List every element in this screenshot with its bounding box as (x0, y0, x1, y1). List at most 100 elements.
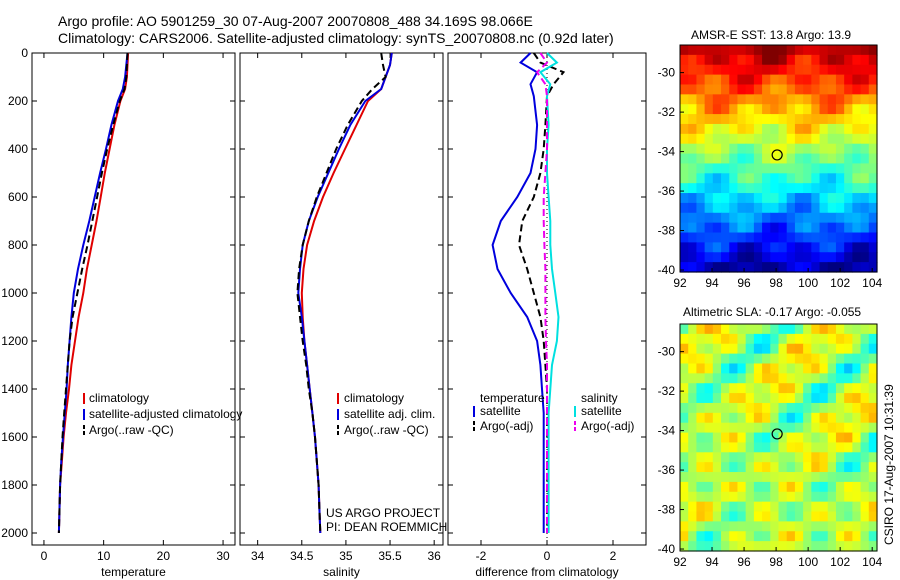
sst_map-cell (819, 262, 829, 273)
sla_map-frame (679, 323, 878, 552)
sla_map-cell (819, 432, 829, 444)
sst_map-cell (844, 64, 853, 76)
sla_map-cell (745, 541, 755, 552)
sla_map-cell (786, 511, 796, 522)
sla_map-cell (712, 531, 722, 542)
sst_map-cell (762, 123, 771, 135)
sst_map-cell (868, 104, 878, 115)
sst_map-cell (762, 64, 771, 76)
sst_map-cell (721, 193, 730, 204)
sla_map-cell (811, 462, 821, 473)
sla_map-cell (745, 491, 755, 503)
sst_map-xtick-label: 100 (798, 276, 818, 290)
sst_map-cell (762, 114, 771, 125)
sst_map-cell (753, 104, 763, 115)
sla_map-cell (737, 481, 747, 493)
sst_map-cell (688, 123, 698, 135)
sla_map-cell (827, 393, 837, 404)
sst_map-cell (835, 212, 845, 224)
sst_map-cell (827, 94, 837, 105)
difference-xlabel: difference from climatology (475, 565, 618, 579)
sst_map-cell (745, 133, 755, 145)
temperature-ytick-label: 1000 (1, 286, 28, 300)
sst_map-cell (712, 143, 722, 155)
sla_map-cell (803, 491, 812, 503)
sla_map-cell (786, 343, 796, 355)
sla_map-cell (786, 541, 796, 552)
sla_map-cell (794, 353, 804, 365)
sst_map-cell (868, 123, 878, 135)
sla_map-cell (778, 472, 788, 483)
sla_map-cell (729, 343, 739, 355)
sla_map-cell (819, 481, 829, 493)
sst_map-cell (745, 183, 755, 194)
sst_map-cell (786, 123, 796, 135)
sla_map-cell (729, 541, 739, 552)
sla_map-cell (868, 442, 878, 453)
sla_map-cell (778, 373, 788, 384)
sst_map-cell (770, 202, 780, 214)
sla_map-cell (835, 521, 845, 532)
sla_map-cell (786, 324, 796, 335)
sst_map-cell (794, 54, 804, 66)
sst_map-cell (811, 123, 821, 135)
sst_map-cell (819, 222, 829, 234)
sst_map-cell (696, 173, 706, 184)
sla_map-cell (680, 432, 689, 444)
sla_map-cell (721, 541, 730, 552)
sst_map-cell (860, 84, 870, 95)
sst_map-cell (868, 252, 878, 263)
sst_map-cell (696, 202, 706, 214)
sla_map-cell (762, 363, 771, 374)
difference-legend-sal-sat: satellite (581, 404, 622, 418)
sst_map-cell (712, 163, 722, 174)
sla_map-cell (860, 383, 870, 394)
sst_map-cell (844, 163, 853, 174)
sst_map-cell (844, 232, 853, 243)
sla_map-cell (844, 462, 853, 473)
sst_map-cell (835, 94, 845, 105)
sla_map-cell (835, 422, 845, 434)
sst_map-cell (794, 242, 804, 253)
sst_map-cell (729, 84, 739, 95)
sla_map-cell (835, 383, 845, 394)
sst_map-cell (753, 212, 763, 224)
sla_map-cell (844, 363, 853, 374)
sst_map-cell (753, 74, 763, 86)
sla_map-cell (721, 472, 730, 483)
sla_map-cell (844, 481, 853, 493)
sla_map-cell (753, 343, 763, 355)
sla_map-cell (680, 373, 689, 384)
sst_map-cell (835, 54, 845, 66)
sst_map-ytick-label: -30 (658, 66, 676, 80)
sst_map-cell (803, 212, 812, 224)
sst_map-cell (868, 84, 878, 95)
sla_map-cell (737, 333, 747, 345)
sla_map-cell (696, 363, 706, 374)
sst_map-cell (729, 252, 739, 263)
sla_map-cell (712, 363, 722, 374)
sst_map-cell (737, 143, 747, 155)
sst_map-cell (680, 84, 689, 95)
sst_map-cell (803, 242, 812, 253)
sst_map-cell (811, 54, 821, 66)
sst_map-cell (794, 232, 804, 243)
sst_map-cell (737, 193, 747, 204)
sla_map-cell (811, 353, 821, 365)
sst_map-cell (762, 74, 771, 86)
sla_map-cell (770, 481, 780, 493)
sst_map-cell (721, 202, 730, 214)
temperature-ytick-label: 1400 (1, 382, 28, 396)
sst_map-cell (721, 114, 730, 125)
sla_map-cell (696, 422, 706, 434)
sla_map-cell (852, 432, 862, 444)
sla_map-cell (827, 373, 837, 384)
sst_map-cell (696, 64, 706, 76)
sla_map-cell (860, 491, 870, 503)
sst_map-cell (704, 193, 714, 204)
sst_map-cell (770, 193, 780, 204)
sst_map-cell (835, 143, 845, 155)
sla_map-cell (811, 521, 821, 532)
sst_map-cell (688, 232, 698, 243)
sla_map-cell (721, 333, 730, 345)
